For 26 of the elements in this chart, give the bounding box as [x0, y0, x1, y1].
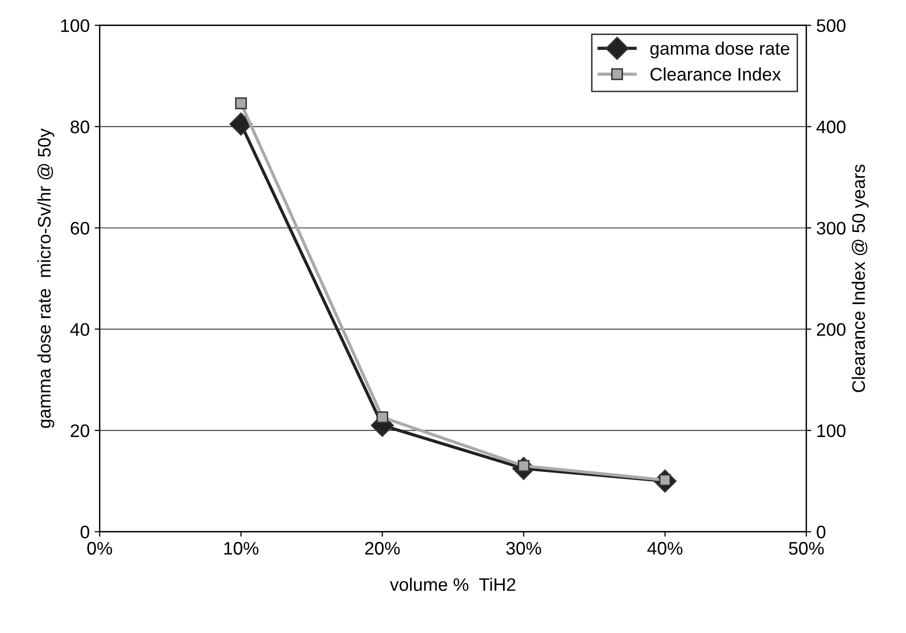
x-tick-label: 40% — [647, 542, 682, 555]
y2-tick-label: 0 — [816, 526, 826, 538]
y-tick-label: 80 — [70, 120, 90, 134]
x-tick-label: 30% — [506, 542, 542, 555]
y2-tick-label: 100 — [817, 424, 846, 438]
x-tick-label: 0% — [87, 542, 112, 555]
y-tick-label: 20 — [70, 424, 90, 438]
y-tick-label: 40 — [70, 323, 90, 336]
legend-label: Clearance Index — [650, 67, 781, 81]
y2-axis-title: Clearance Index @ 50 years — [852, 164, 869, 392]
y2-tick-label: 500 — [816, 19, 846, 32]
point — [235, 97, 247, 110]
y-tick-label: 0 — [80, 526, 90, 538]
x-tick-label: 50% — [788, 542, 824, 555]
y-tick-label: 100 — [61, 19, 90, 32]
y-axis-title: gamma dose rate micro-Sv/hr @ 50y — [37, 128, 54, 428]
legend-label: gamma dose rate — [650, 42, 790, 58]
point — [376, 411, 388, 424]
point — [230, 112, 252, 136]
y2-tick-label: 200 — [816, 323, 846, 336]
y2-tick-label: 300 — [816, 222, 846, 235]
x-tick-label: 10% — [224, 542, 258, 555]
y2-tick-label: 400 — [816, 120, 846, 134]
x-axis-title: volume % TiH2 — [390, 578, 516, 591]
x-tick-label: 20% — [365, 542, 400, 555]
y-tick-label: 60 — [70, 222, 90, 235]
